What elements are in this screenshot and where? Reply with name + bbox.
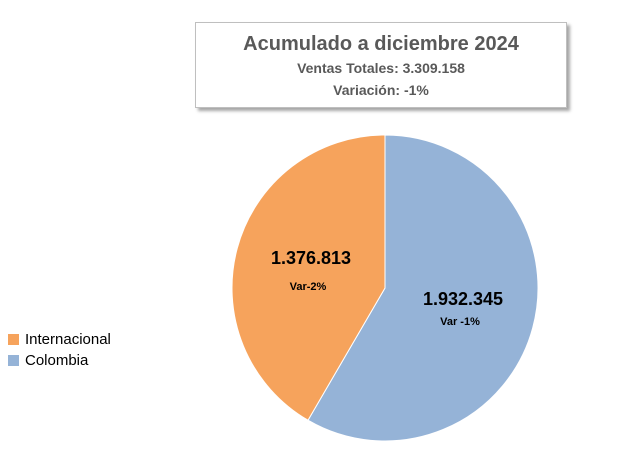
slice-var-label-internacional: Var-2%	[290, 281, 327, 293]
slice-value-label-internacional: 1.376.813	[271, 248, 351, 268]
pie-slice-internacional	[231, 134, 386, 421]
pie-slice-colombia	[307, 134, 539, 442]
variation-label: Variación: -1%	[333, 82, 429, 98]
legend-swatch-colombia	[8, 355, 19, 366]
slice-var-label-colombia: Var -1%	[440, 316, 480, 328]
chart-title-box: Acumulado a diciembre 2024 Ventas Totale…	[195, 22, 567, 108]
legend-label-colombia: Colombia	[25, 352, 89, 369]
legend-item-colombia: Colombia	[8, 350, 111, 371]
legend-label-internacional: Internacional	[25, 331, 111, 348]
slice-value-label-colombia: 1.932.345	[423, 289, 503, 309]
legend: Internacional Colombia	[8, 329, 111, 371]
chart-title: Acumulado a diciembre 2024	[243, 33, 519, 55]
legend-swatch-internacional	[8, 334, 19, 345]
total-sales-label: Ventas Totales: 3.309.158	[297, 60, 465, 76]
legend-item-internacional: Internacional	[8, 329, 111, 350]
